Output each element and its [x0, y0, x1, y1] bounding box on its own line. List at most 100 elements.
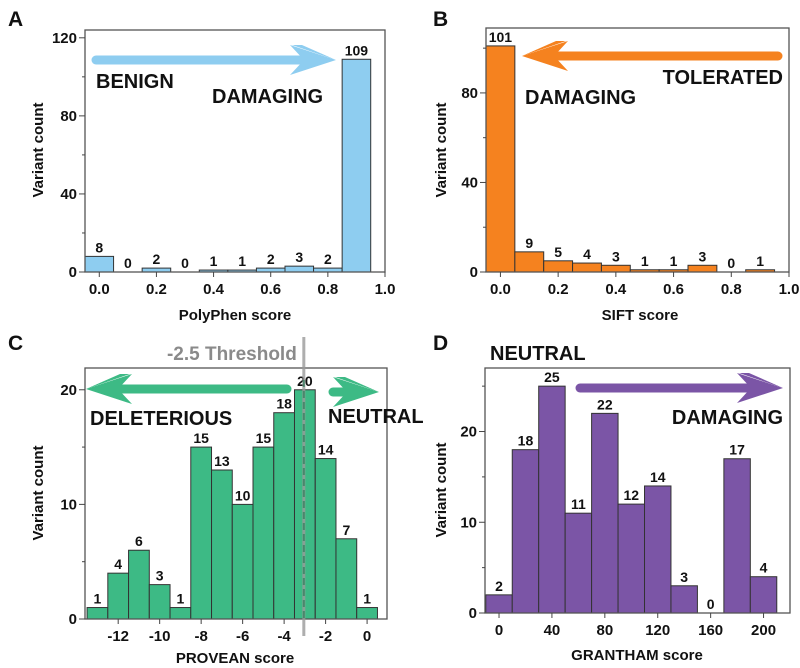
bar-value-label: 0 [727, 255, 735, 271]
bar [314, 458, 337, 620]
x-tick-label: 120 [645, 622, 670, 639]
x-tick-label: 0.6 [260, 281, 281, 298]
plot-frame [485, 27, 790, 273]
x-tick-label: -6 [236, 628, 249, 645]
bar [543, 260, 574, 273]
x-tick-label: -8 [194, 628, 207, 645]
bar-value-label: 15 [256, 430, 272, 446]
panel-letter: A [8, 8, 23, 31]
bar [600, 264, 631, 273]
x-tick-label: 0.0 [89, 281, 110, 298]
damaging-label: DAMAGING [672, 407, 783, 429]
bar-value-label: 15 [193, 430, 209, 446]
bar [284, 265, 315, 273]
bar [356, 607, 378, 620]
bar [84, 255, 115, 273]
x-tick-label: 0.2 [548, 281, 569, 298]
bar [485, 594, 513, 614]
bar [670, 585, 698, 614]
x-tick-label: -2 [319, 628, 332, 645]
bar [335, 538, 358, 620]
deleterious-label: DELETERIOUS [90, 408, 232, 430]
bar-value-label: 0 [707, 596, 715, 612]
neutral-label: NEUTRAL [328, 406, 424, 428]
bar-value-label: 4 [760, 560, 768, 576]
panel-c: C146311513101518201471-12-10-8-6-4-20010… [8, 332, 424, 667]
x-tick-label: 0.8 [721, 281, 742, 298]
panel-letter: B [433, 8, 448, 31]
bar [564, 512, 593, 614]
bar-value-label: 25 [544, 369, 560, 385]
x-tick-label: 0.6 [663, 281, 684, 298]
damaging-label: DAMAGING [212, 86, 323, 108]
bar [749, 576, 778, 614]
bar [252, 446, 275, 620]
y-tick-label: 10 [60, 496, 77, 513]
y-axis-label: Variant count [30, 102, 47, 197]
x-axis-label: PolyPhen score [179, 307, 292, 324]
bar-value-label: 4 [583, 246, 591, 262]
bar [211, 469, 233, 620]
bar-value-label: 1 [756, 253, 764, 269]
bar-value-label: 1 [177, 591, 185, 607]
y-axis-label: Variant count [433, 442, 450, 537]
x-tick-label: 80 [596, 622, 613, 639]
bar-value-label: 17 [729, 442, 745, 458]
bar-value-label: 14 [650, 469, 666, 485]
bar [572, 262, 602, 273]
x-tick-label: 1.0 [779, 281, 800, 298]
bar-value-label: 3 [612, 248, 620, 264]
y-axis-label: Variant count [30, 445, 47, 540]
panel-b: B 101 9 5 4 3 1 1 3 0 1 0.0 0.2 0.4 0.6 0.8 1.0 0 40 80 SIFT… [433, 8, 799, 324]
bar-value-label: 3 [680, 569, 688, 585]
benign-label: BENIGN [96, 71, 174, 93]
bar [231, 503, 254, 620]
tolerated-to-damaging-arrow-head [522, 41, 566, 56]
bar-value-label: 1 [363, 591, 371, 607]
damaging-label: DAMAGING [525, 87, 636, 109]
threshold-label: -2.5 Threshold [167, 344, 297, 365]
y-tick-label: 40 [60, 186, 77, 203]
bar-value-label: 2 [153, 251, 161, 267]
bar-value-label: 3 [699, 248, 707, 264]
x-tick-label: 1.0 [375, 281, 396, 298]
bar-value-label: 1 [210, 253, 218, 269]
y-tick-label: 10 [460, 514, 477, 531]
y-axis-label: Variant count [433, 102, 450, 197]
bar [644, 485, 672, 614]
bar [687, 264, 718, 273]
bar-value-label: 0 [181, 255, 189, 271]
deleterious-arrow-head [86, 374, 132, 404]
x-tick-label: 0.4 [605, 281, 627, 298]
neutral-to-damaging-arrow-head [739, 373, 783, 388]
bar [190, 446, 213, 620]
bar-value-label: 9 [525, 235, 533, 251]
y-tick-label: 0 [469, 605, 477, 622]
bar-value-label: 1 [641, 253, 649, 269]
y-tick-label: 40 [461, 174, 478, 191]
bar-value-label: 1 [238, 253, 246, 269]
bar-value-label: 14 [318, 442, 334, 458]
bar [511, 449, 540, 614]
bar-value-label: 8 [95, 239, 103, 255]
y-tick-label: 0 [470, 264, 478, 281]
x-tick-label: 160 [698, 622, 723, 639]
x-tick-label: 200 [751, 622, 776, 639]
y-tick-label: 80 [60, 108, 77, 125]
bar-value-label: 18 [518, 433, 534, 449]
bar-value-label: 2 [495, 578, 503, 594]
bar-value-label: 3 [295, 249, 303, 265]
deleterious-arrow-head [86, 374, 130, 389]
plot-frame [84, 29, 386, 273]
bar [341, 58, 372, 273]
bar-value-label: 18 [276, 396, 292, 412]
tolerated-to-damaging-arrow-head [522, 41, 568, 71]
neutral-label: NEUTRAL [490, 343, 586, 365]
y-tick-label: 0 [69, 611, 77, 628]
bar-value-label: 22 [597, 396, 613, 412]
bar-value-label: 7 [342, 522, 350, 538]
plot-frame [84, 367, 388, 620]
bar-value-label: 1 [670, 253, 678, 269]
